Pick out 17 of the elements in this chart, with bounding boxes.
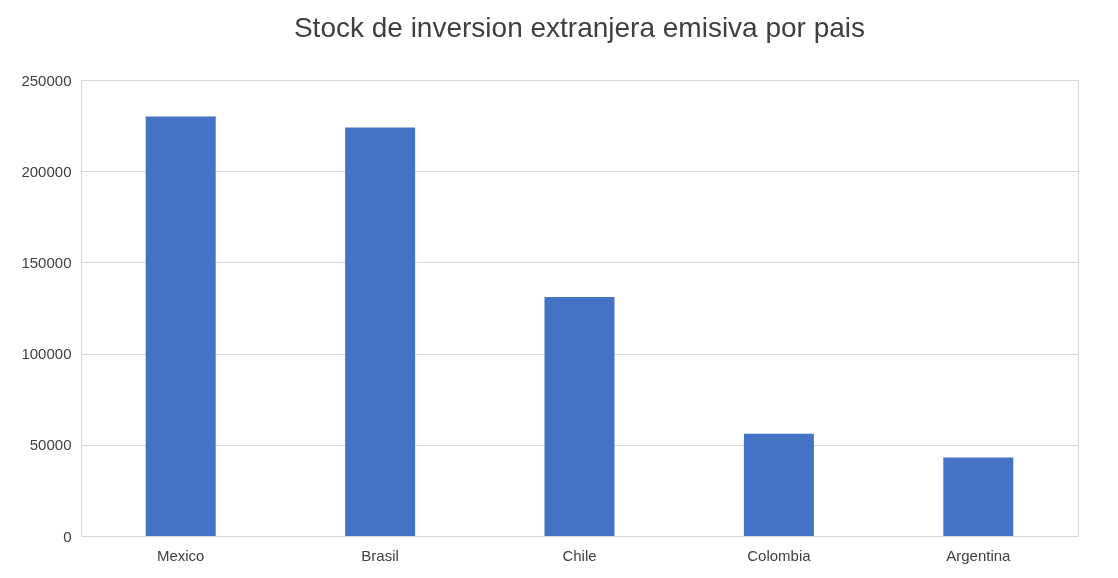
x-tick-label: Chile — [562, 546, 597, 564]
y-tick-label: 100000 — [21, 345, 72, 363]
chart-title: Stock de inversion extranjera emisiva por pais — [293, 12, 866, 43]
y-tick-label: 250000 — [21, 71, 72, 89]
bar — [544, 297, 615, 536]
y-tick-label: 150000 — [21, 253, 72, 271]
y-tick-label: 200000 — [21, 162, 72, 180]
bar — [345, 127, 416, 536]
y-tick-label: 0 — [63, 527, 72, 545]
x-tick-label: Brasil — [361, 546, 399, 564]
bar — [743, 433, 814, 536]
x-tick-label: Colombia — [747, 546, 812, 564]
x-tick-label: Argentina — [946, 546, 1012, 564]
x-tick-label: Mexico — [156, 546, 205, 564]
y-tick-label: 50000 — [29, 436, 72, 454]
bar — [145, 116, 216, 536]
bar — [943, 457, 1014, 536]
